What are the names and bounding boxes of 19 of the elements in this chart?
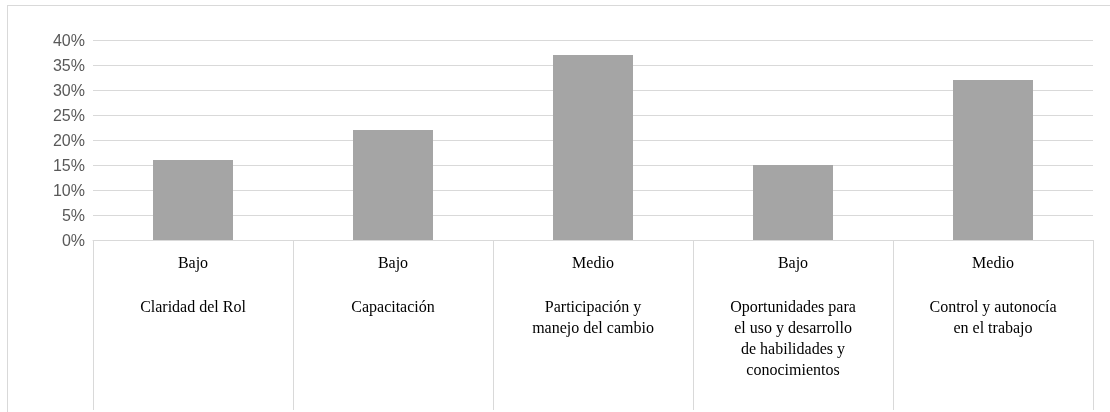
bar	[953, 80, 1033, 240]
y-tick-label: 35%	[52, 56, 85, 74]
y-tick-label: 0%	[61, 231, 85, 249]
y-tick-label: 25%	[52, 106, 85, 124]
category-label: Medio Participación y manejo del cambio	[532, 253, 654, 336]
bar	[753, 165, 833, 240]
y-tick-label: 40%	[52, 31, 85, 49]
bar	[553, 55, 633, 240]
category-label: Bajo Claridad del Rol	[140, 253, 246, 315]
y-tick-label: 5%	[61, 206, 85, 224]
category-label: Medio Control y autonocía en el trabajo	[929, 253, 1057, 336]
bar	[353, 130, 433, 240]
category-label: Bajo Oportunidades para el uso y desarrollo de habilidades y conocimientos	[730, 253, 856, 378]
category-label: Bajo Capacitación	[351, 253, 435, 315]
y-tick-label: 15%	[52, 156, 85, 174]
bar	[153, 160, 233, 240]
y-tick-label: 20%	[52, 131, 85, 149]
y-tick-label: 30%	[52, 81, 85, 99]
y-tick-label: 10%	[52, 181, 85, 199]
